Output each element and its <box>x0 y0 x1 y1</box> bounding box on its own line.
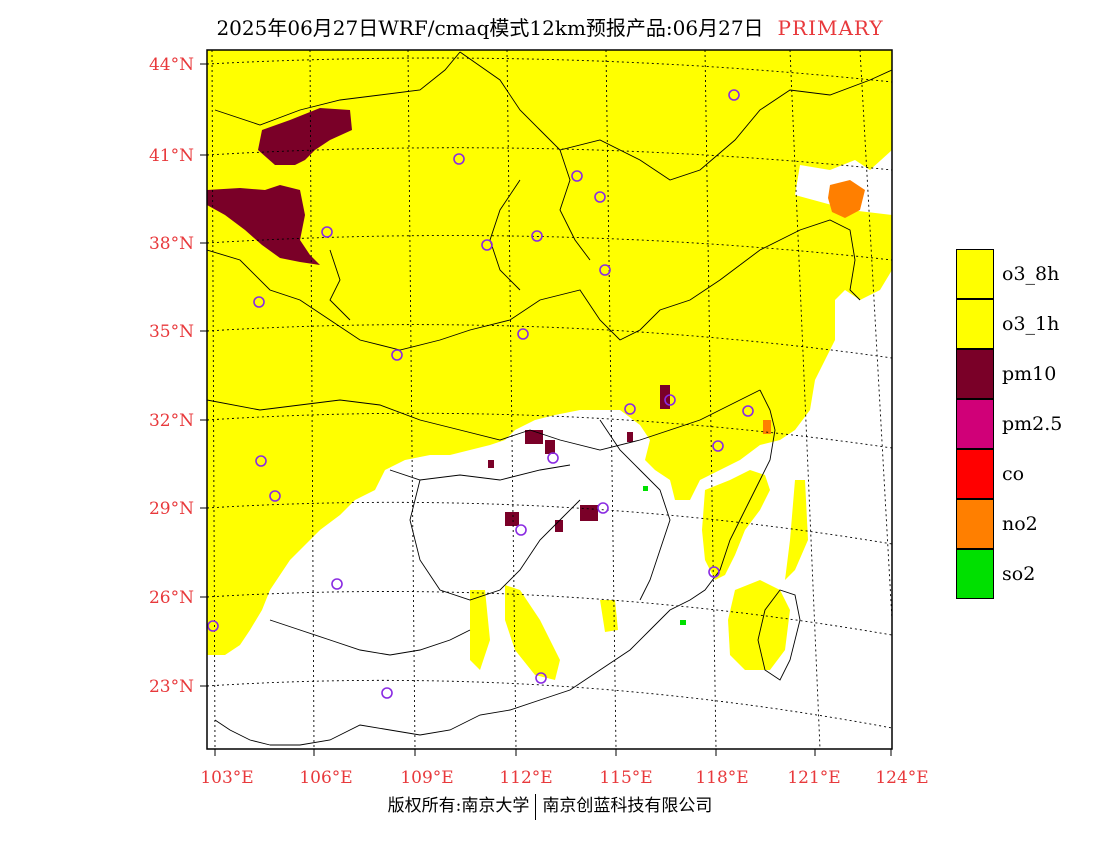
pm10-patch-c4 <box>660 385 670 409</box>
lat-label-23: 23°N <box>149 677 194 697</box>
legend-item-o3-1h: o3_1h <box>956 298 1062 349</box>
legend-item-so2: so2 <box>956 548 1062 599</box>
copyright-right: 南京创蓝科技有限公司 <box>542 796 713 816</box>
lat-label-44: 44°N <box>149 55 194 75</box>
lat-label-32: 32°N <box>149 411 194 431</box>
graticule <box>207 50 892 749</box>
lon-label-115: 115°E <box>599 768 652 788</box>
map-frame <box>206 49 893 750</box>
legend-swatch-o3-1h <box>956 298 994 349</box>
o3-south-1 <box>505 585 560 680</box>
longitude-labels: 103°E 106°E 109°E 112°E 115°E 118°E 121°… <box>200 768 928 788</box>
pm10-patch-c7 <box>488 460 494 468</box>
map-title: 2025年06月27日WRF/cmaq模式12km预报产品:06月27日 PRIM… <box>0 12 1100 41</box>
footer-separator <box>535 793 537 820</box>
no2-patch-shanghai <box>763 420 771 434</box>
latitude-labels: 44°N 41°N 38°N 35°N 32°N 29°N 26°N 23°N <box>149 55 194 697</box>
legend-swatch-pm25 <box>956 398 994 449</box>
o3-south-2 <box>470 590 490 670</box>
o3-south-3 <box>600 600 618 632</box>
axis-ticks <box>200 63 892 756</box>
legend-item-co: co <box>956 448 1062 499</box>
legend-label-co: co <box>1002 463 1025 485</box>
pm10-patch-c1 <box>525 430 543 444</box>
lon-label-109: 109°E <box>400 768 453 788</box>
pm10-patch-c2 <box>505 512 519 526</box>
title-main: 2025年06月27日WRF/cmaq模式12km预报产品:06月27日 <box>216 16 764 40</box>
pm10-patch-west <box>207 185 320 265</box>
legend-item-pm25: pm2.5 <box>956 398 1063 449</box>
lon-label-121: 121°E <box>787 768 840 788</box>
lat-label-41: 41°N <box>149 146 194 166</box>
copyright-footer: 版权所有:南京大学 南京创蓝科技有限公司 <box>0 791 1100 820</box>
legend-swatch-pm10 <box>956 348 994 399</box>
title-tag: PRIMARY <box>777 16 884 40</box>
boundaries <box>207 51 892 746</box>
lon-label-124: 124°E <box>875 768 928 788</box>
lon-label-103: 103°E <box>200 768 253 788</box>
lat-label-35: 35°N <box>149 322 194 342</box>
legend-item-pm10: pm10 <box>956 348 1062 399</box>
copyright-left: 版权所有:南京大学 <box>387 796 530 816</box>
lon-label-118: 118°E <box>695 768 748 788</box>
so2-dot-1 <box>643 486 648 491</box>
pm10-patch-c3 <box>580 505 598 521</box>
lat-label-38: 38°N <box>149 234 194 254</box>
legend-swatch-co <box>956 448 994 499</box>
legend-swatch-o3-8h <box>956 249 994 299</box>
map-field <box>207 50 892 749</box>
o3-coastal <box>702 470 770 580</box>
lat-label-26: 26°N <box>149 588 194 608</box>
legend-label-no2: no2 <box>1002 513 1038 535</box>
pm10-patch-north <box>258 108 352 165</box>
legend-label-so2: so2 <box>1002 563 1036 585</box>
o3-region <box>207 50 892 655</box>
pm10-patch-c8 <box>627 432 633 442</box>
legend-label-o3-8h: o3_8h <box>1002 263 1060 285</box>
so2-dot-2 <box>680 620 686 625</box>
o3-taiwan-strait <box>728 580 790 670</box>
no2-patch-bohai <box>828 180 865 218</box>
legend-item-o3-8h: o3_8h <box>956 249 1062 299</box>
legend-label-o3-1h: o3_1h <box>1002 313 1060 335</box>
legend-swatch-no2 <box>956 498 994 549</box>
pm10-patch-c5 <box>555 520 563 532</box>
lat-label-29: 29°N <box>149 499 194 519</box>
legend: o3_8h o3_1h pm10 pm2.5 co no2 so2 <box>956 249 1062 599</box>
pm10-patch-c6 <box>545 440 555 454</box>
legend-label-pm10: pm10 <box>1002 363 1057 385</box>
station-markers <box>207 89 754 699</box>
legend-item-no2: no2 <box>956 498 1062 549</box>
legend-swatch-so2 <box>956 548 994 599</box>
lon-label-112: 112°E <box>499 768 552 788</box>
lon-label-106: 106°E <box>299 768 352 788</box>
legend-label-pm25: pm2.5 <box>1002 413 1063 435</box>
